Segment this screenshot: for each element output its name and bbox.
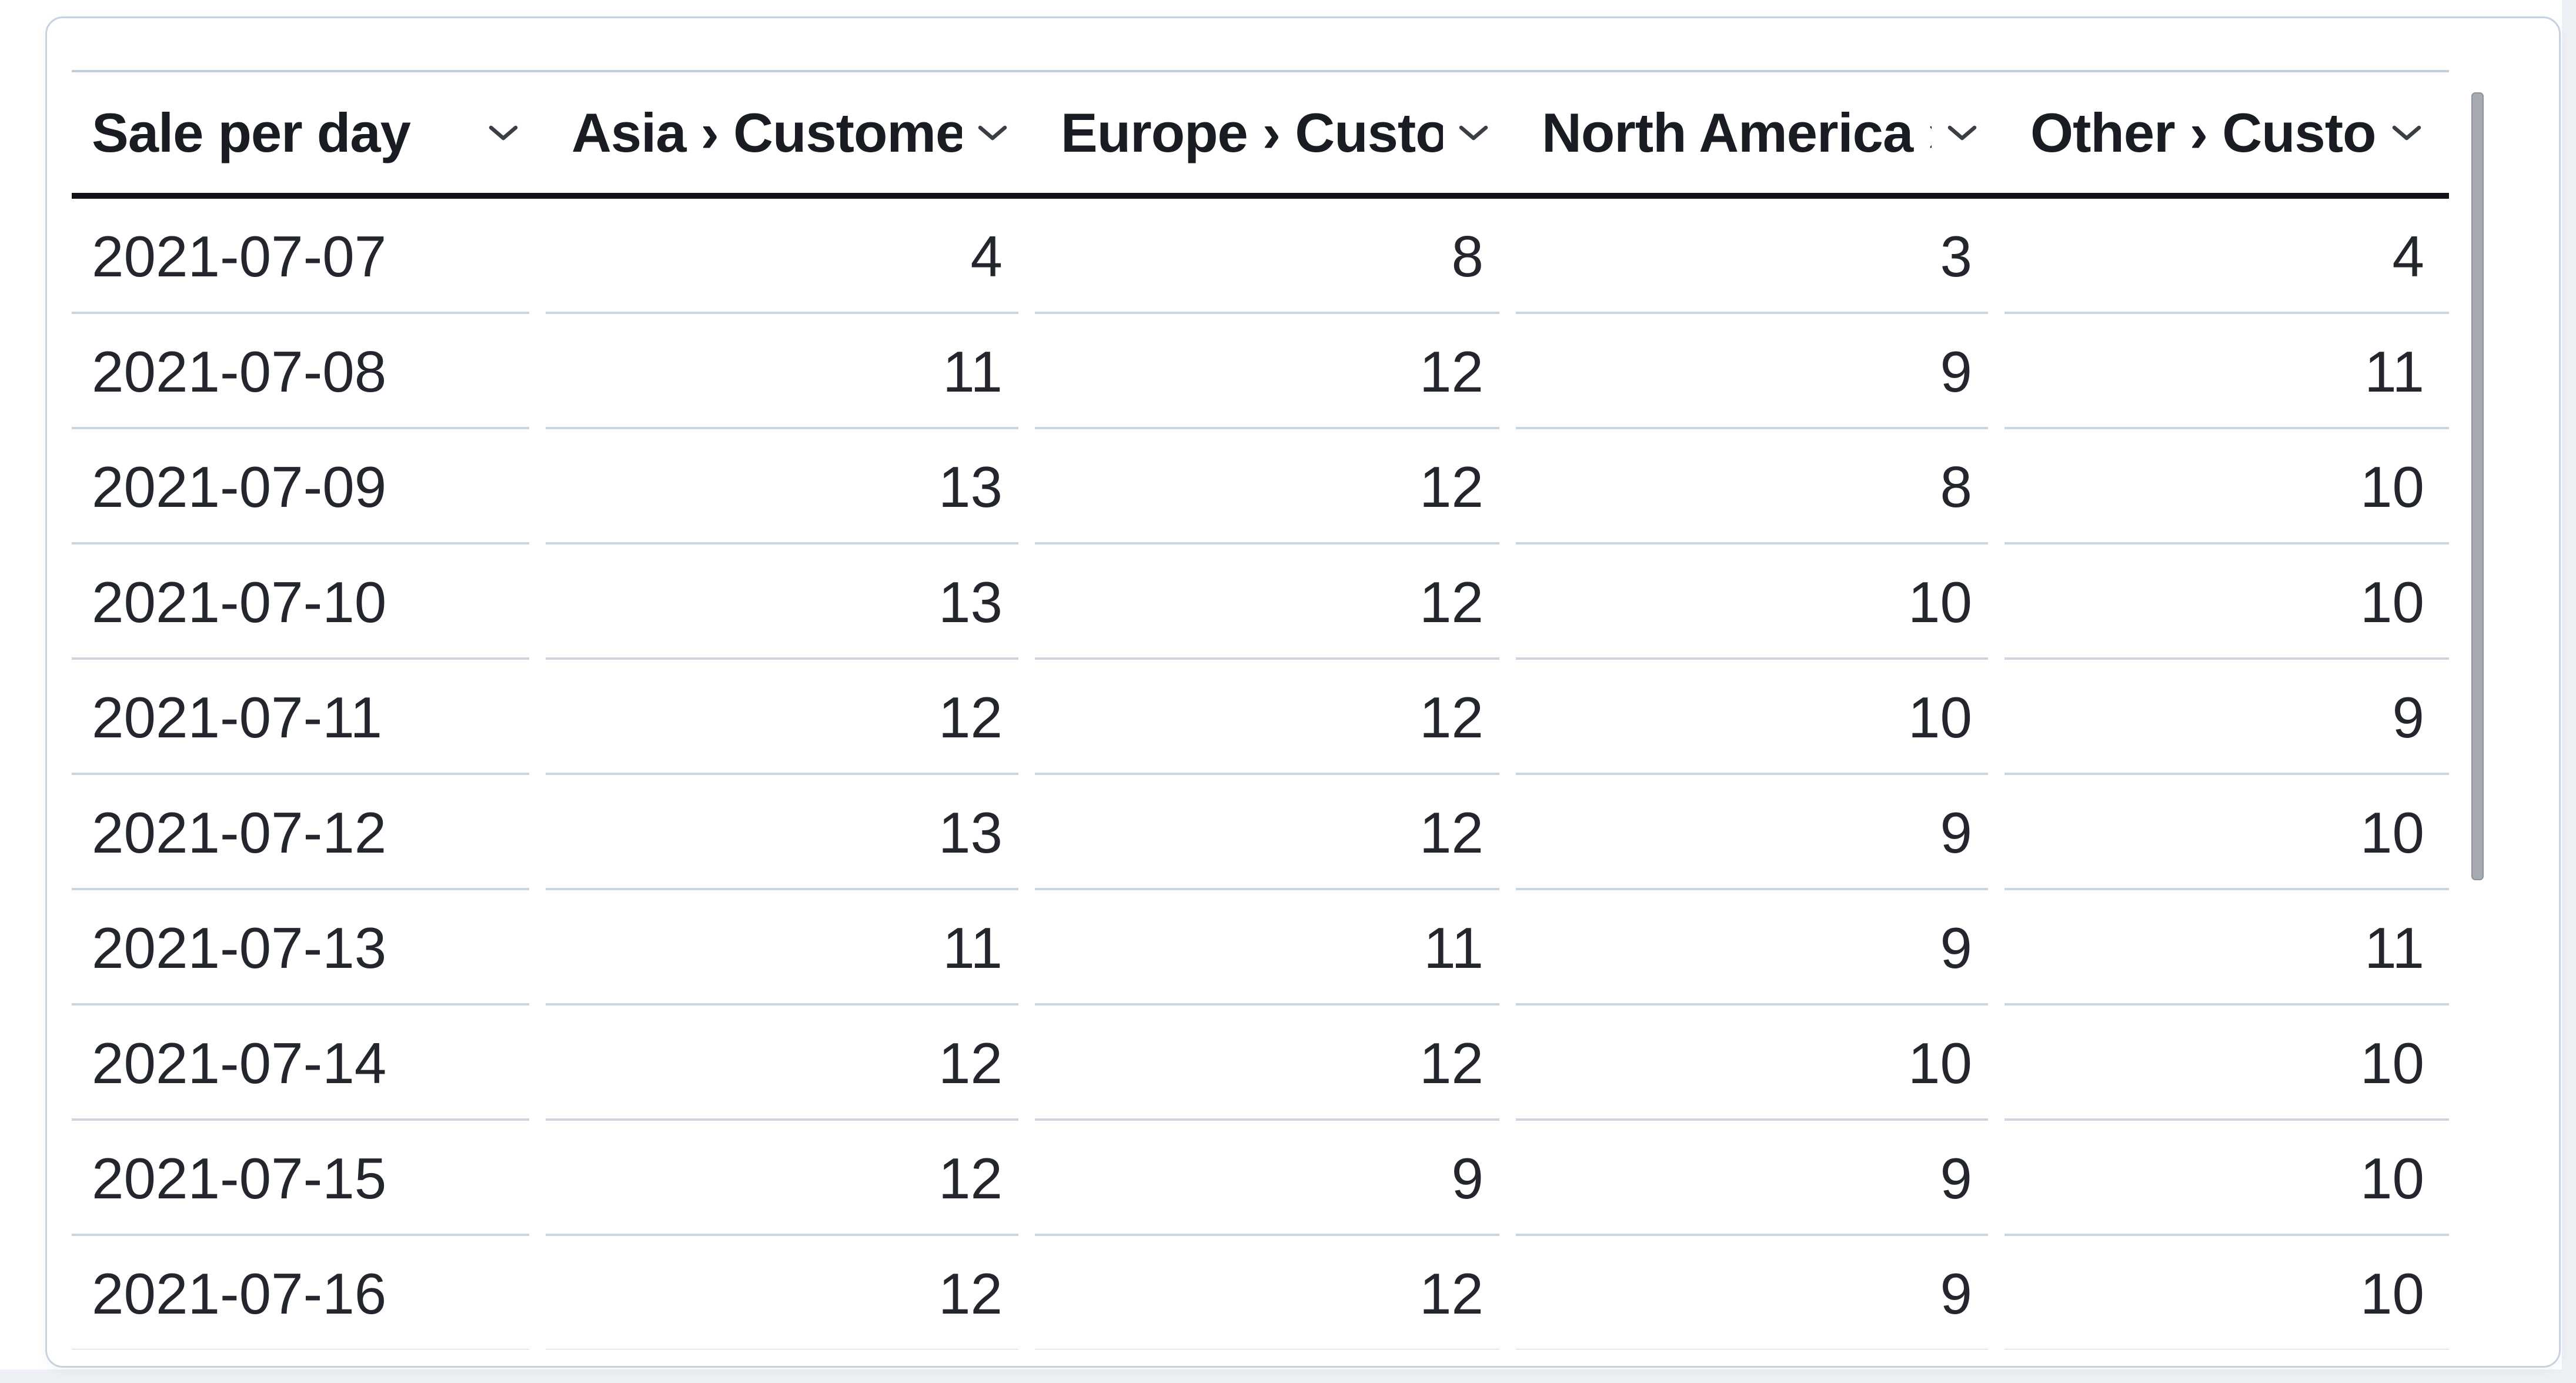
table-row: 2021-07-09 13 12 8 10 <box>72 429 2449 544</box>
date-cell: 2021-07-14 <box>72 1005 546 1121</box>
value-cell: 10 <box>1516 660 2004 775</box>
value-cell: 11 <box>2004 314 2449 429</box>
chevron-down-icon[interactable] <box>1458 124 1489 142</box>
date-cell: 2021-07-08 <box>72 314 546 429</box>
value-cell: 12 <box>546 1121 1035 1236</box>
value-cell: 10 <box>2004 1121 2449 1236</box>
vertical-scrollbar-thumb[interactable] <box>2471 92 2484 880</box>
column-header-label: North America › Customers <box>1542 101 1932 163</box>
value-cell: 9 <box>1516 1236 2004 1349</box>
value-cell: 10 <box>2004 544 2449 660</box>
table-row: 2021-07-15 12 9 9 10 <box>72 1121 2449 1236</box>
value-cell: 11 <box>1035 890 1516 1005</box>
value-cell: 12 <box>1035 775 1516 890</box>
value-cell: 4 <box>2004 199 2449 314</box>
value-cell: 12 <box>1035 314 1516 429</box>
value-cell: 12 <box>1035 544 1516 660</box>
value-cell: 12 <box>546 1005 1035 1121</box>
value-cell: 10 <box>1516 1005 2004 1121</box>
chevron-down-icon[interactable] <box>488 124 519 142</box>
column-header-other-customers[interactable]: Other › Customers <box>2004 72 2449 193</box>
value-cell: 11 <box>546 890 1035 1005</box>
date-cell: 2021-07-12 <box>72 775 546 890</box>
value-cell: 10 <box>2004 775 2449 890</box>
column-header-label: Asia › Customers <box>572 101 962 163</box>
value-cell: 12 <box>1035 1236 1516 1349</box>
date-cell: 2021-07-13 <box>72 890 546 1005</box>
table-row: 2021-07-07 4 8 3 4 <box>72 199 2449 314</box>
date-cell: 2021-07-10 <box>72 544 546 660</box>
page-background-bottom-edge <box>0 1369 2576 1383</box>
column-header-label: Other › Customers <box>2030 101 2376 163</box>
value-cell: 9 <box>1516 890 2004 1005</box>
table-row: 2021-07-12 13 12 9 10 <box>72 775 2449 890</box>
date-cell: 2021-07-11 <box>72 660 546 775</box>
value-cell: 8 <box>1516 429 2004 544</box>
table-row: 2021-07-11 12 12 10 9 <box>72 660 2449 775</box>
chevron-down-icon[interactable] <box>2391 124 2422 142</box>
value-cell: 10 <box>2004 1005 2449 1121</box>
table-body: 2021-07-07 4 8 3 4 2021-07-08 11 12 9 11 2021-07-0… <box>72 199 2449 1349</box>
value-cell: 9 <box>1516 1121 2004 1236</box>
value-cell: 12 <box>546 1236 1035 1349</box>
value-cell: 12 <box>1035 429 1516 544</box>
value-cell: 12 <box>1035 660 1516 775</box>
table-row: 2021-07-08 11 12 9 11 <box>72 314 2449 429</box>
column-header-sale-per-day[interactable]: Sale per day <box>72 72 546 193</box>
column-header-europe-customers[interactable]: Europe › Customers <box>1035 72 1516 193</box>
column-header-label: Europe › Customers <box>1061 101 1443 163</box>
table-header-row: Sale per day Asia › Customers Europe › Cus… <box>72 70 2449 199</box>
date-cell: 2021-07-15 <box>72 1121 546 1236</box>
sales-table: Sale per day Asia › Customers Europe › Cus… <box>72 70 2449 1349</box>
value-cell: 9 <box>1516 314 2004 429</box>
date-cell: 2021-07-07 <box>72 199 546 314</box>
value-cell: 11 <box>2004 890 2449 1005</box>
table-card: Sale per day Asia › Customers Europe › Cus… <box>45 16 2561 1368</box>
value-cell: 13 <box>546 429 1035 544</box>
column-header-north-america-customers[interactable]: North America › Customers <box>1516 72 2004 193</box>
table-row: 2021-07-10 13 12 10 10 <box>72 544 2449 660</box>
column-header-asia-customers[interactable]: Asia › Customers <box>546 72 1035 193</box>
value-cell: 13 <box>546 544 1035 660</box>
value-cell: 8 <box>1035 199 1516 314</box>
value-cell: 9 <box>1035 1121 1516 1236</box>
value-cell: 4 <box>546 199 1035 314</box>
chevron-down-icon[interactable] <box>977 124 1008 142</box>
table-row: 2021-07-14 12 12 10 10 <box>72 1005 2449 1121</box>
value-cell: 9 <box>1516 775 2004 890</box>
value-cell: 12 <box>546 660 1035 775</box>
value-cell: 11 <box>546 314 1035 429</box>
value-cell: 10 <box>2004 1236 2449 1349</box>
date-cell: 2021-07-16 <box>72 1236 546 1349</box>
column-header-label: Sale per day <box>92 101 411 163</box>
chevron-down-icon[interactable] <box>1947 124 1977 142</box>
value-cell: 12 <box>1035 1005 1516 1121</box>
value-cell: 13 <box>546 775 1035 890</box>
table-row: 2021-07-13 11 11 9 11 <box>72 890 2449 1005</box>
value-cell: 10 <box>2004 429 2449 544</box>
date-cell: 2021-07-09 <box>72 429 546 544</box>
value-cell: 10 <box>1516 544 2004 660</box>
value-cell: 9 <box>2004 660 2449 775</box>
table-row: 2021-07-16 12 12 9 10 <box>72 1236 2449 1349</box>
page-background-right-edge <box>2562 0 2576 1383</box>
value-cell: 3 <box>1516 199 2004 314</box>
